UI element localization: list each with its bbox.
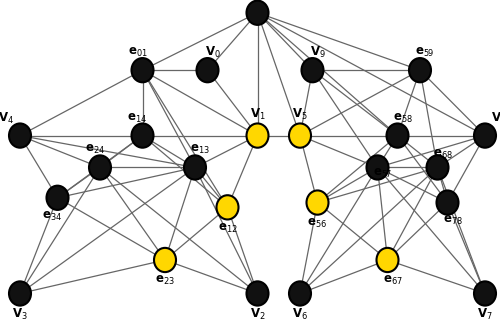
Ellipse shape bbox=[246, 281, 268, 306]
Ellipse shape bbox=[89, 155, 111, 180]
Text: e$_{56}$: e$_{56}$ bbox=[308, 217, 328, 230]
Text: e$_{68}$: e$_{68}$ bbox=[432, 148, 452, 161]
Ellipse shape bbox=[216, 195, 238, 219]
Text: e$_{78}$: e$_{78}$ bbox=[442, 213, 462, 227]
Ellipse shape bbox=[132, 58, 154, 82]
Text: e$_{23}$: e$_{23}$ bbox=[155, 274, 175, 287]
Text: e$_{14}$: e$_{14}$ bbox=[128, 111, 148, 125]
Ellipse shape bbox=[246, 1, 268, 25]
Ellipse shape bbox=[184, 155, 206, 180]
Text: V$_9$: V$_9$ bbox=[310, 45, 326, 60]
Text: V$_3$: V$_3$ bbox=[12, 307, 28, 319]
Ellipse shape bbox=[436, 190, 458, 215]
Text: V$_6$: V$_6$ bbox=[292, 307, 308, 319]
Ellipse shape bbox=[9, 123, 31, 148]
Text: V$_8$: V$_8$ bbox=[491, 110, 500, 126]
Ellipse shape bbox=[386, 123, 408, 148]
Ellipse shape bbox=[289, 281, 311, 306]
Text: e$_{67}$: e$_{67}$ bbox=[382, 274, 402, 287]
Text: e$_{15}$: e$_{15}$ bbox=[248, 0, 268, 2]
Ellipse shape bbox=[46, 186, 68, 210]
Text: e$_{13}$: e$_{13}$ bbox=[190, 143, 210, 157]
Text: V$_4$: V$_4$ bbox=[0, 110, 14, 126]
Text: e$_{59}$: e$_{59}$ bbox=[415, 46, 435, 59]
Text: e$_{12}$: e$_{12}$ bbox=[218, 221, 238, 235]
Ellipse shape bbox=[154, 248, 176, 272]
Ellipse shape bbox=[302, 58, 324, 82]
Ellipse shape bbox=[474, 123, 496, 148]
Text: V$_7$: V$_7$ bbox=[477, 307, 493, 319]
Text: e$_{34}$: e$_{34}$ bbox=[42, 210, 62, 224]
Ellipse shape bbox=[376, 248, 398, 272]
Text: e$_{24}$: e$_{24}$ bbox=[85, 143, 105, 157]
Ellipse shape bbox=[366, 155, 388, 180]
Text: e$_{57}$: e$_{57}$ bbox=[373, 167, 392, 181]
Ellipse shape bbox=[426, 155, 448, 180]
Text: V$_5$: V$_5$ bbox=[292, 107, 308, 122]
Ellipse shape bbox=[9, 281, 31, 306]
Text: e$_{58}$: e$_{58}$ bbox=[392, 111, 412, 125]
Ellipse shape bbox=[474, 281, 496, 306]
Ellipse shape bbox=[132, 123, 154, 148]
Ellipse shape bbox=[409, 58, 431, 82]
Ellipse shape bbox=[306, 190, 328, 215]
Text: V$_0$: V$_0$ bbox=[204, 45, 220, 60]
Ellipse shape bbox=[196, 58, 218, 82]
Text: V$_2$: V$_2$ bbox=[250, 307, 266, 319]
Ellipse shape bbox=[246, 123, 268, 148]
Text: V$_1$: V$_1$ bbox=[250, 107, 266, 122]
Ellipse shape bbox=[289, 123, 311, 148]
Text: e$_{01}$: e$_{01}$ bbox=[128, 46, 148, 59]
